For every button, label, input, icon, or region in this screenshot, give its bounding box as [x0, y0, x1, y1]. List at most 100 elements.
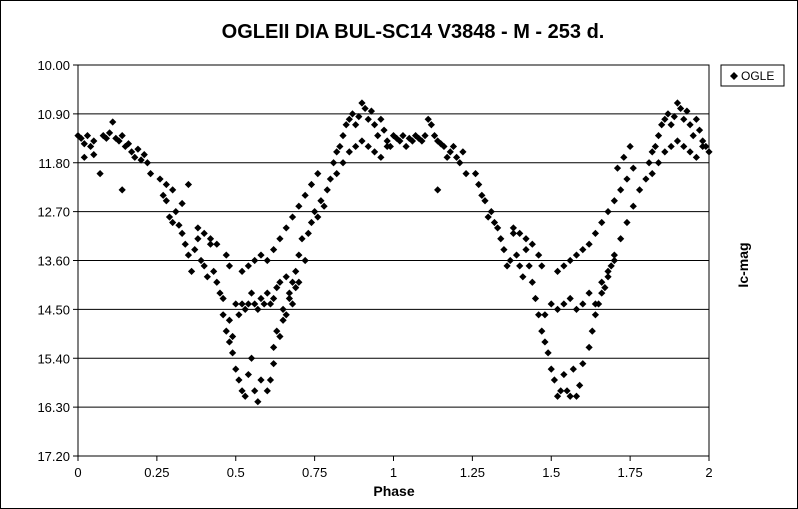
data-point [629, 202, 637, 210]
data-point [686, 121, 694, 129]
data-point [635, 186, 644, 194]
data-point [333, 170, 341, 178]
data-point [77, 134, 85, 142]
data-point [500, 246, 508, 254]
data-point [282, 224, 290, 232]
data-point [257, 376, 265, 384]
data-point [307, 218, 316, 227]
y-tick-label: 16.30 [37, 400, 70, 415]
data-point [235, 311, 243, 319]
data-point [585, 289, 593, 297]
data-point [692, 153, 700, 161]
data-point [579, 360, 587, 368]
data-point [200, 262, 208, 270]
data-point [323, 186, 331, 194]
data-point [538, 327, 546, 335]
data-point [172, 208, 180, 216]
data-point [370, 148, 379, 156]
data-point [424, 115, 432, 123]
data-point [629, 164, 637, 172]
data-point [314, 170, 322, 178]
data-point [535, 311, 543, 319]
data-point [175, 221, 183, 229]
data-point [560, 262, 568, 270]
data-point [553, 392, 562, 400]
data-point [80, 140, 88, 148]
data-point [131, 153, 139, 161]
data-point [159, 191, 167, 199]
data-point [553, 305, 562, 313]
data-point [522, 235, 530, 243]
data-point [380, 126, 388, 134]
data-point [509, 229, 517, 237]
data-point [617, 235, 625, 243]
data-point [124, 140, 133, 148]
data-point [263, 387, 271, 395]
data-point [298, 235, 306, 243]
data-point [563, 387, 571, 395]
data-point [80, 153, 88, 161]
data-point [699, 142, 707, 151]
x-tick-label: 0.5 [227, 465, 245, 480]
data-point [648, 148, 656, 156]
data-point [295, 251, 303, 259]
data-point [377, 153, 385, 161]
data-point [610, 256, 618, 265]
data-point [162, 180, 170, 189]
data-point [156, 175, 164, 183]
data-point [241, 305, 249, 313]
data-point [270, 360, 278, 368]
data-point [560, 370, 568, 379]
legend-marker-diamond-icon [730, 72, 738, 80]
data-point [162, 197, 170, 205]
data-point [260, 300, 268, 308]
data-point [374, 131, 382, 140]
data-point [626, 142, 634, 151]
data-point [415, 134, 423, 142]
data-point [531, 294, 540, 303]
data-point [572, 251, 581, 259]
data-point [210, 267, 218, 275]
data-point [206, 235, 215, 243]
data-point [677, 104, 685, 113]
data-point [200, 229, 208, 237]
y-tick-label: 13.60 [37, 254, 70, 269]
data-point [326, 175, 334, 183]
data-point [109, 118, 117, 126]
data-point [642, 175, 650, 183]
data-point [225, 316, 234, 324]
data-point [352, 121, 360, 129]
data-point [670, 112, 678, 121]
data-point [456, 159, 464, 167]
data-point [459, 148, 467, 156]
data-point [222, 327, 230, 335]
data-point [216, 289, 224, 297]
data-point [134, 145, 142, 153]
data-point [680, 115, 688, 123]
data-point [648, 170, 656, 178]
data-point [471, 170, 480, 178]
data-point [490, 218, 499, 227]
data-point [228, 349, 237, 357]
data-point [566, 256, 574, 265]
data-point [604, 273, 612, 281]
data-point [352, 142, 360, 151]
axes: 10.00 10.90 11.80 12.70 13.60 14.50 15.40 16.30… [37, 58, 712, 480]
data-point [118, 186, 126, 194]
data-point [225, 338, 234, 346]
x-tick-label: 2 [705, 465, 712, 480]
data-point [598, 218, 606, 227]
data-point [484, 213, 492, 221]
data-point [273, 327, 281, 335]
x-tick-label: 1 [390, 465, 397, 480]
x-tick-label: 0.25 [144, 465, 169, 480]
data-point [279, 305, 287, 313]
data-point [270, 294, 278, 303]
data-point [342, 121, 350, 129]
data-point [304, 229, 312, 237]
data-point [560, 300, 568, 308]
legend: OGLE [720, 64, 785, 87]
data-point [370, 121, 379, 129]
data-point [405, 134, 413, 142]
data-point [695, 126, 704, 134]
